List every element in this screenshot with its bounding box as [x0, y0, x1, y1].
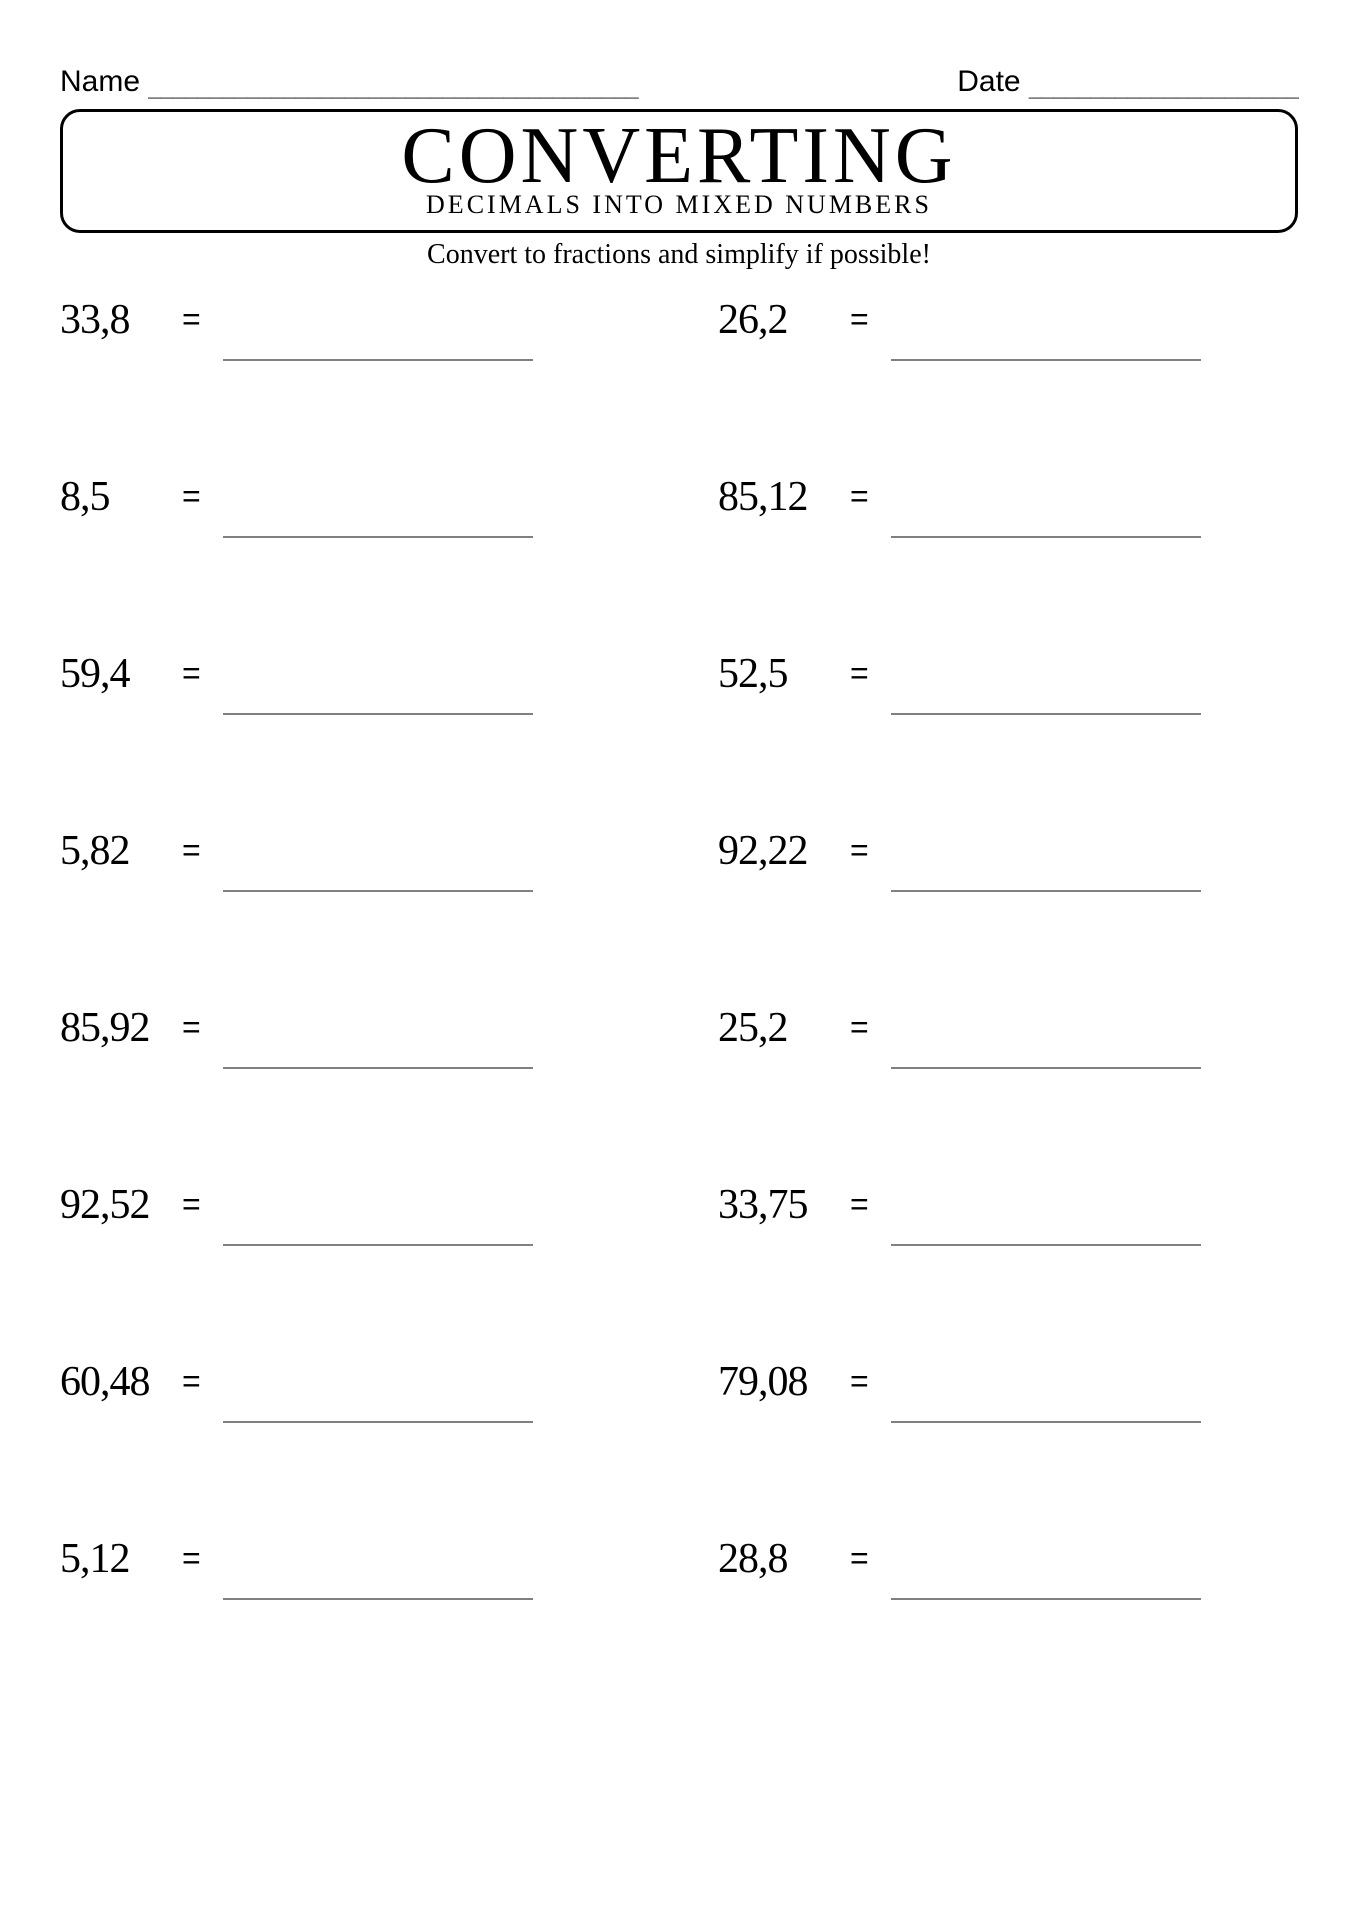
- date-label: Date: [957, 65, 1020, 99]
- answer-blank[interactable]: [223, 1421, 533, 1423]
- problem-row: 8,5 =: [60, 476, 664, 518]
- problem-row: 33,75 =: [694, 1184, 1298, 1226]
- title-main: CONVERTING: [63, 116, 1295, 196]
- date-field: Date ______________________: [957, 65, 1298, 99]
- problem-row: 28,8 =: [694, 1538, 1298, 1580]
- problem-value: 5,12: [60, 1538, 160, 1580]
- problem-value: 33,8: [60, 299, 160, 341]
- answer-blank[interactable]: [891, 1244, 1201, 1246]
- equals-sign: =: [182, 1188, 201, 1226]
- title-sub: DECIMALS INTO MIXED NUMBERS: [63, 190, 1295, 220]
- problem-value: 8,5: [60, 476, 160, 518]
- equals-sign: =: [182, 1011, 201, 1049]
- answer-blank[interactable]: [891, 713, 1201, 715]
- equals-sign: =: [182, 834, 201, 872]
- answer-blank[interactable]: [223, 890, 533, 892]
- equals-sign: =: [182, 480, 201, 518]
- problem-row: 33,8 =: [60, 299, 664, 341]
- problem-row: 26,2 =: [694, 299, 1298, 341]
- equals-sign: =: [850, 1542, 869, 1580]
- problem-value: 28,8: [718, 1538, 828, 1580]
- problem-row: 52,5 =: [694, 653, 1298, 695]
- date-blank-line[interactable]: ______________________: [1029, 74, 1298, 99]
- equals-sign: =: [850, 303, 869, 341]
- answer-blank[interactable]: [223, 1598, 533, 1600]
- equals-sign: =: [850, 1365, 869, 1403]
- title-box: CONVERTING DECIMALS INTO MIXED NUMBERS: [60, 109, 1298, 233]
- problem-row: 25,2 =: [694, 1007, 1298, 1049]
- problems-grid: 33,8 = 26,2 = 8,5 = 85,12 = 59,4 = 52,5 …: [60, 299, 1298, 1580]
- problem-value: 25,2: [718, 1007, 828, 1049]
- problem-value: 85,12: [718, 476, 828, 518]
- problem-value: 79,08: [718, 1361, 828, 1403]
- name-blank-line[interactable]: ________________________________________: [148, 74, 638, 99]
- problem-row: 5,82 =: [60, 830, 664, 872]
- problem-row: 85,92 =: [60, 1007, 664, 1049]
- answer-blank[interactable]: [891, 1421, 1201, 1423]
- problem-value: 5,82: [60, 830, 160, 872]
- answer-blank[interactable]: [891, 1067, 1201, 1069]
- name-field: Name ___________________________________…: [60, 65, 638, 99]
- equals-sign: =: [182, 303, 201, 341]
- problem-row: 79,08 =: [694, 1361, 1298, 1403]
- answer-blank[interactable]: [223, 1244, 533, 1246]
- instruction-text: Convert to fractions and simplify if pos…: [60, 239, 1298, 271]
- problem-row: 92,22 =: [694, 830, 1298, 872]
- answer-blank[interactable]: [223, 1067, 533, 1069]
- equals-sign: =: [850, 834, 869, 872]
- equals-sign: =: [850, 657, 869, 695]
- problem-row: 60,48 =: [60, 1361, 664, 1403]
- problem-value: 92,52: [60, 1184, 160, 1226]
- equals-sign: =: [182, 657, 201, 695]
- equals-sign: =: [182, 1365, 201, 1403]
- answer-blank[interactable]: [891, 359, 1201, 361]
- equals-sign: =: [850, 480, 869, 518]
- equals-sign: =: [182, 1542, 201, 1580]
- problem-value: 26,2: [718, 299, 828, 341]
- problem-value: 92,22: [718, 830, 828, 872]
- problem-row: 59,4 =: [60, 653, 664, 695]
- problem-value: 85,92: [60, 1007, 160, 1049]
- problem-value: 52,5: [718, 653, 828, 695]
- problem-row: 92,52 =: [60, 1184, 664, 1226]
- equals-sign: =: [850, 1188, 869, 1226]
- answer-blank[interactable]: [891, 890, 1201, 892]
- problem-row: 85,12 =: [694, 476, 1298, 518]
- answer-blank[interactable]: [891, 1598, 1201, 1600]
- equals-sign: =: [850, 1011, 869, 1049]
- answer-blank[interactable]: [223, 536, 533, 538]
- problem-value: 33,75: [718, 1184, 828, 1226]
- problem-value: 60,48: [60, 1361, 160, 1403]
- answer-blank[interactable]: [223, 713, 533, 715]
- answer-blank[interactable]: [891, 536, 1201, 538]
- header-row: Name ___________________________________…: [60, 65, 1298, 99]
- problem-row: 5,12 =: [60, 1538, 664, 1580]
- problem-value: 59,4: [60, 653, 160, 695]
- name-label: Name: [60, 65, 140, 99]
- answer-blank[interactable]: [223, 359, 533, 361]
